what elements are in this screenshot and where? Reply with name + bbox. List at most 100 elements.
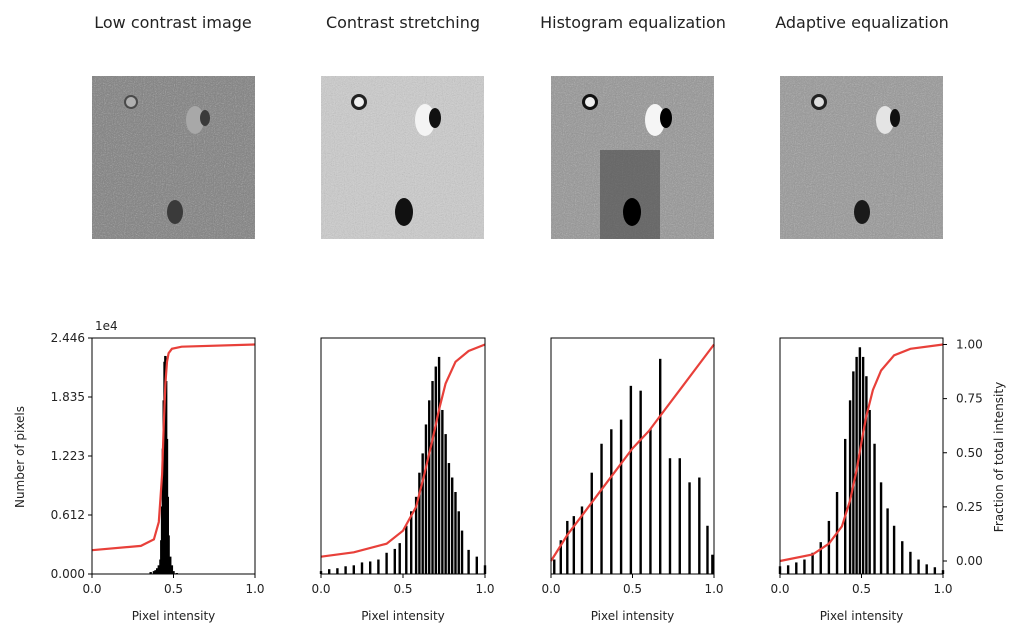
histogram-bar <box>467 549 470 574</box>
y2-tick-label: 0.75 <box>956 392 983 406</box>
histogram-bar <box>447 463 451 574</box>
x-axis-label: Pixel intensity <box>820 609 904 623</box>
y-axis-label-right: Fraction of total intensity <box>992 382 1006 532</box>
histogram-bar <box>170 565 174 574</box>
histogram-bar <box>649 429 652 574</box>
image-histogram-equalization <box>551 76 714 239</box>
histogram-bar <box>925 564 928 574</box>
histogram-bar <box>868 409 871 574</box>
histogram-bar <box>460 530 464 574</box>
x-tick-label: 0.0 <box>311 582 330 596</box>
x-tick-label: 0.5 <box>393 582 412 596</box>
histogram-bar <box>933 567 937 574</box>
cdf-line <box>91 343 256 552</box>
histogram-bar <box>336 568 339 574</box>
histogram-bar <box>475 556 478 574</box>
histogram-bar <box>457 511 460 574</box>
panel-title-low-contrast: Low contrast image <box>94 13 252 32</box>
histogram-bar <box>149 572 152 574</box>
y2-tick-label: 0.00 <box>956 554 983 568</box>
histogram-plot-histogram-equalization: 0.0 0.5 1.0 Pixel intensity <box>541 337 724 623</box>
histogram-bar <box>639 390 642 574</box>
histogram-bar <box>580 506 584 574</box>
panel-title-contrast-stretching: Contrast stretching <box>326 13 480 32</box>
y2-tick-label: 0.50 <box>956 446 983 460</box>
histogram-bar <box>377 559 380 574</box>
histogram-bar <box>819 542 822 574</box>
histogram-bar <box>369 561 372 574</box>
histogram-bar <box>711 554 714 574</box>
histogram-bar <box>169 556 172 574</box>
x-axis-label: Pixel intensity <box>361 609 445 623</box>
histogram-plot-contrast-stretching: 0.0 0.5 1.0 Pixel intensity <box>311 337 495 623</box>
histogram-bar <box>572 516 576 574</box>
plot-frame <box>91 337 256 575</box>
histogram-bar <box>886 508 889 574</box>
histogram-bar <box>803 559 806 574</box>
histogram-plot-low-contrast: 0.0 0.5 1.0 Pixel intensity 0.000 0.612 1.223 1… <box>51 331 265 623</box>
histogram-bar <box>444 434 447 574</box>
x-tick-label: 1.0 <box>933 582 952 596</box>
image-adaptive-equalization <box>780 76 943 239</box>
histogram-bar <box>398 543 401 574</box>
histogram-bar <box>393 548 396 574</box>
histogram-bar <box>848 400 852 574</box>
histogram-bar <box>428 400 431 574</box>
histogram-bar <box>566 520 569 574</box>
histogram-bar <box>344 566 347 574</box>
histogram-bar <box>909 551 912 574</box>
histogram-bar <box>698 477 701 574</box>
x-tick-label: 0.0 <box>770 582 789 596</box>
histogram-bar <box>414 496 418 574</box>
histogram-bar <box>421 453 424 574</box>
histogram-bar <box>424 424 428 574</box>
histogram-bar <box>619 419 623 574</box>
histogram-bar <box>441 409 444 574</box>
y-tick-label: 1.835 <box>51 390 85 404</box>
y2-tick-label: 1.00 <box>956 337 983 351</box>
histogram-plot-adaptive-equalization: 0.0 0.5 1.0 Pixel intensity 0.00 0.25 0.50 0.75… <box>770 337 982 623</box>
histogram-bar <box>688 482 691 574</box>
histogram-bar <box>157 565 161 574</box>
histogram-bar <box>167 535 170 574</box>
x-tick-label: 0.5 <box>852 582 871 596</box>
histogram-bar <box>861 356 865 574</box>
x-tick-label: 1.0 <box>245 582 264 596</box>
histogram-bar <box>865 376 868 574</box>
cdf-line <box>550 343 715 562</box>
histogram-bar <box>559 540 562 574</box>
cdf-line <box>320 343 486 558</box>
histogram-bar <box>629 385 633 574</box>
histogram-bar <box>795 562 798 574</box>
image-low-contrast <box>92 76 255 239</box>
plot-frame <box>320 337 486 575</box>
histogram-bar <box>360 562 364 574</box>
y-axis-label-left: Number of pixels <box>13 406 27 508</box>
histogram-bar <box>901 541 904 574</box>
x-tick-label: 0.5 <box>623 582 642 596</box>
histogram-bar <box>154 570 157 574</box>
histogram-bar <box>328 569 331 574</box>
histogram-bar <box>454 491 457 574</box>
y-tick-label: 0.612 <box>51 508 85 522</box>
cdf-line <box>779 343 944 563</box>
x-tick-label: 0.5 <box>164 582 183 596</box>
histogram-bar <box>385 552 388 574</box>
x-axis-label: Pixel intensity <box>591 609 675 623</box>
histogram-bar <box>892 525 896 574</box>
x-tick-label: 0.0 <box>82 582 101 596</box>
histogram-bar <box>156 568 159 574</box>
histogram-bar <box>418 472 421 574</box>
histogram-bar <box>431 381 434 574</box>
histogram-bar <box>844 438 847 574</box>
histogram-bar <box>879 482 883 574</box>
histogram-bar <box>352 565 355 574</box>
image-contrast-stretching <box>321 76 484 239</box>
y2-tick-label: 0.25 <box>956 500 983 514</box>
y-tick-label: 2.446 <box>51 331 85 345</box>
x-tick-label: 1.0 <box>475 582 494 596</box>
histogram-bar <box>827 520 831 574</box>
histogram-bar <box>659 358 662 574</box>
histogram-bar <box>668 458 672 574</box>
